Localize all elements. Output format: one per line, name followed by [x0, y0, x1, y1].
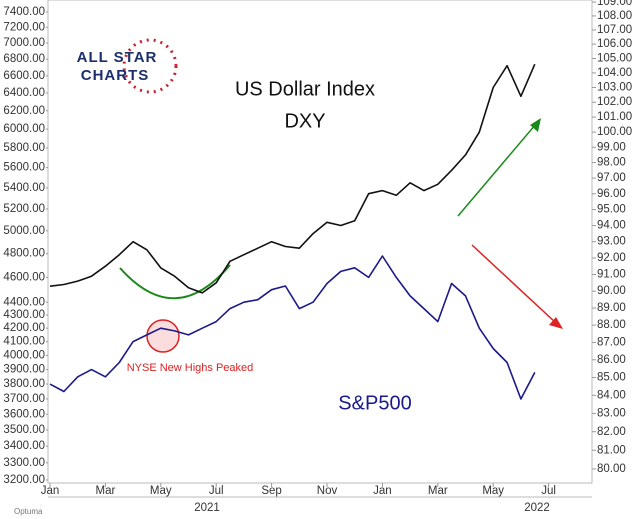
series-line: [49, 63, 536, 294]
x-tick-label: Jul: [541, 485, 556, 497]
y-tick-label: 4800.00: [3, 248, 45, 260]
highlight-circle: [146, 319, 180, 353]
y2-tick-label: 105.00: [597, 52, 632, 64]
x-tick-label: Nov: [317, 485, 338, 497]
y-tick-label: 6400.00: [3, 87, 45, 99]
logo-text: ALL STAR: [77, 49, 158, 66]
y2-tick-label: 91.00: [597, 269, 626, 281]
y-tick-label: 6800.00: [3, 53, 45, 65]
logo: ALL STAR CHARTS: [77, 38, 178, 94]
y-tick-label: 5200.00: [3, 203, 45, 215]
x-tick-label: Mar: [428, 485, 448, 497]
y2-tick-label: 109.00: [597, 0, 632, 8]
y2-tick-label: 95.00: [597, 204, 626, 216]
y-tick-label: 6600.00: [3, 70, 45, 82]
logo-text: CHARTS: [81, 67, 150, 84]
y2-tick-label: 81.00: [597, 444, 626, 456]
y2-tick-label: 98.00: [597, 157, 626, 169]
y-tick-label: 3300.00: [3, 457, 45, 469]
y2-tick-label: 84.00: [597, 389, 626, 401]
y2-tick-label: 80.00: [597, 463, 626, 475]
y-tick-label: 4600.00: [3, 271, 45, 283]
y-tick-label: 5400.00: [3, 182, 45, 194]
y2-tick-label: 94.00: [597, 220, 626, 232]
x-tick-label: Jul: [209, 485, 224, 497]
y2-tick-label: 88.00: [597, 319, 626, 331]
year-label: 2022: [524, 502, 550, 514]
y2-tick-label: 89.00: [597, 302, 626, 314]
x-tick-label: Sep: [261, 485, 281, 497]
y-tick-label: 4000.00: [3, 349, 45, 361]
y-tick-label: 5600.00: [3, 162, 45, 174]
y-tick-label: 6200.00: [3, 105, 45, 117]
curve-annotation: [119, 264, 231, 300]
y-tick-label: 7400.00: [3, 6, 45, 18]
y2-tick-label: 107.00: [597, 24, 632, 36]
title: US Dollar Index: [235, 78, 375, 100]
y-tick-label: 6000.00: [3, 123, 45, 135]
y-tick-label: 7200.00: [3, 21, 45, 33]
y-tick-label: 3700.00: [3, 393, 45, 405]
y-tick-label: 3800.00: [3, 378, 45, 390]
arrow-up: [457, 118, 541, 217]
y-tick-label: 3200.00: [3, 474, 45, 486]
logo-stars: [122, 38, 178, 94]
y2-tick-label: 93.00: [597, 236, 626, 248]
y2-tick-label: 100.00: [597, 126, 632, 138]
y2-tick-label: 99.00: [597, 141, 626, 153]
x-tick-label: May: [482, 485, 504, 497]
y-tick-label: 4400.00: [3, 296, 45, 308]
y2-tick-label: 103.00: [597, 82, 632, 94]
y2-tick-label: 101.00: [597, 111, 632, 123]
arrow-head: [530, 118, 541, 132]
y2-tick-label: 106.00: [597, 38, 632, 50]
y-tick-label: 4100.00: [3, 336, 45, 348]
series-label: S&P500: [338, 392, 411, 414]
y-tick-label: 3600.00: [3, 408, 45, 420]
y-tick-label: 3400.00: [3, 440, 45, 452]
y2-tick-label: 104.00: [597, 67, 632, 79]
arrow-line: [471, 244, 557, 324]
y2-tick-label: 90.00: [597, 285, 626, 297]
y2-tick-label: 82.00: [597, 426, 626, 438]
y2-tick-label: 102.00: [597, 96, 632, 108]
x-tick-label: Jan: [41, 485, 60, 497]
x-tick-label: Mar: [95, 485, 115, 497]
y-tick-label: 4200.00: [3, 322, 45, 334]
x-tick-label: Jan: [373, 485, 392, 497]
y2-tick-label: 96.00: [597, 188, 626, 200]
y-tick-label: 4300.00: [3, 309, 45, 321]
arrow-head: [549, 317, 563, 329]
year-label: 2021: [194, 502, 220, 514]
y-tick-label: 7000.00: [3, 37, 45, 49]
series-line: [49, 255, 536, 400]
annotation: NYSE New Highs Peaked: [127, 362, 254, 374]
y-tick-label: 5800.00: [3, 142, 45, 154]
x-tick-label: May: [150, 485, 172, 497]
y-tick-label: 3500.00: [3, 424, 45, 436]
arrow-down: [471, 244, 563, 329]
arrow-line: [457, 123, 537, 217]
watermark: Optuma: [14, 507, 43, 516]
y2-tick-label: 86.00: [597, 354, 626, 366]
y2-tick-label: 87.00: [597, 336, 626, 348]
y2-tick-label: 85.00: [597, 372, 626, 384]
y2-tick-label: 108.00: [597, 10, 632, 22]
y2-tick-label: 92.00: [597, 252, 626, 264]
y2-tick-label: 83.00: [597, 407, 626, 419]
y-tick-label: 5000.00: [3, 225, 45, 237]
y2-tick-label: 97.00: [597, 172, 626, 184]
series-label: DXY: [284, 110, 325, 132]
y-tick-label: 3900.00: [3, 364, 45, 376]
